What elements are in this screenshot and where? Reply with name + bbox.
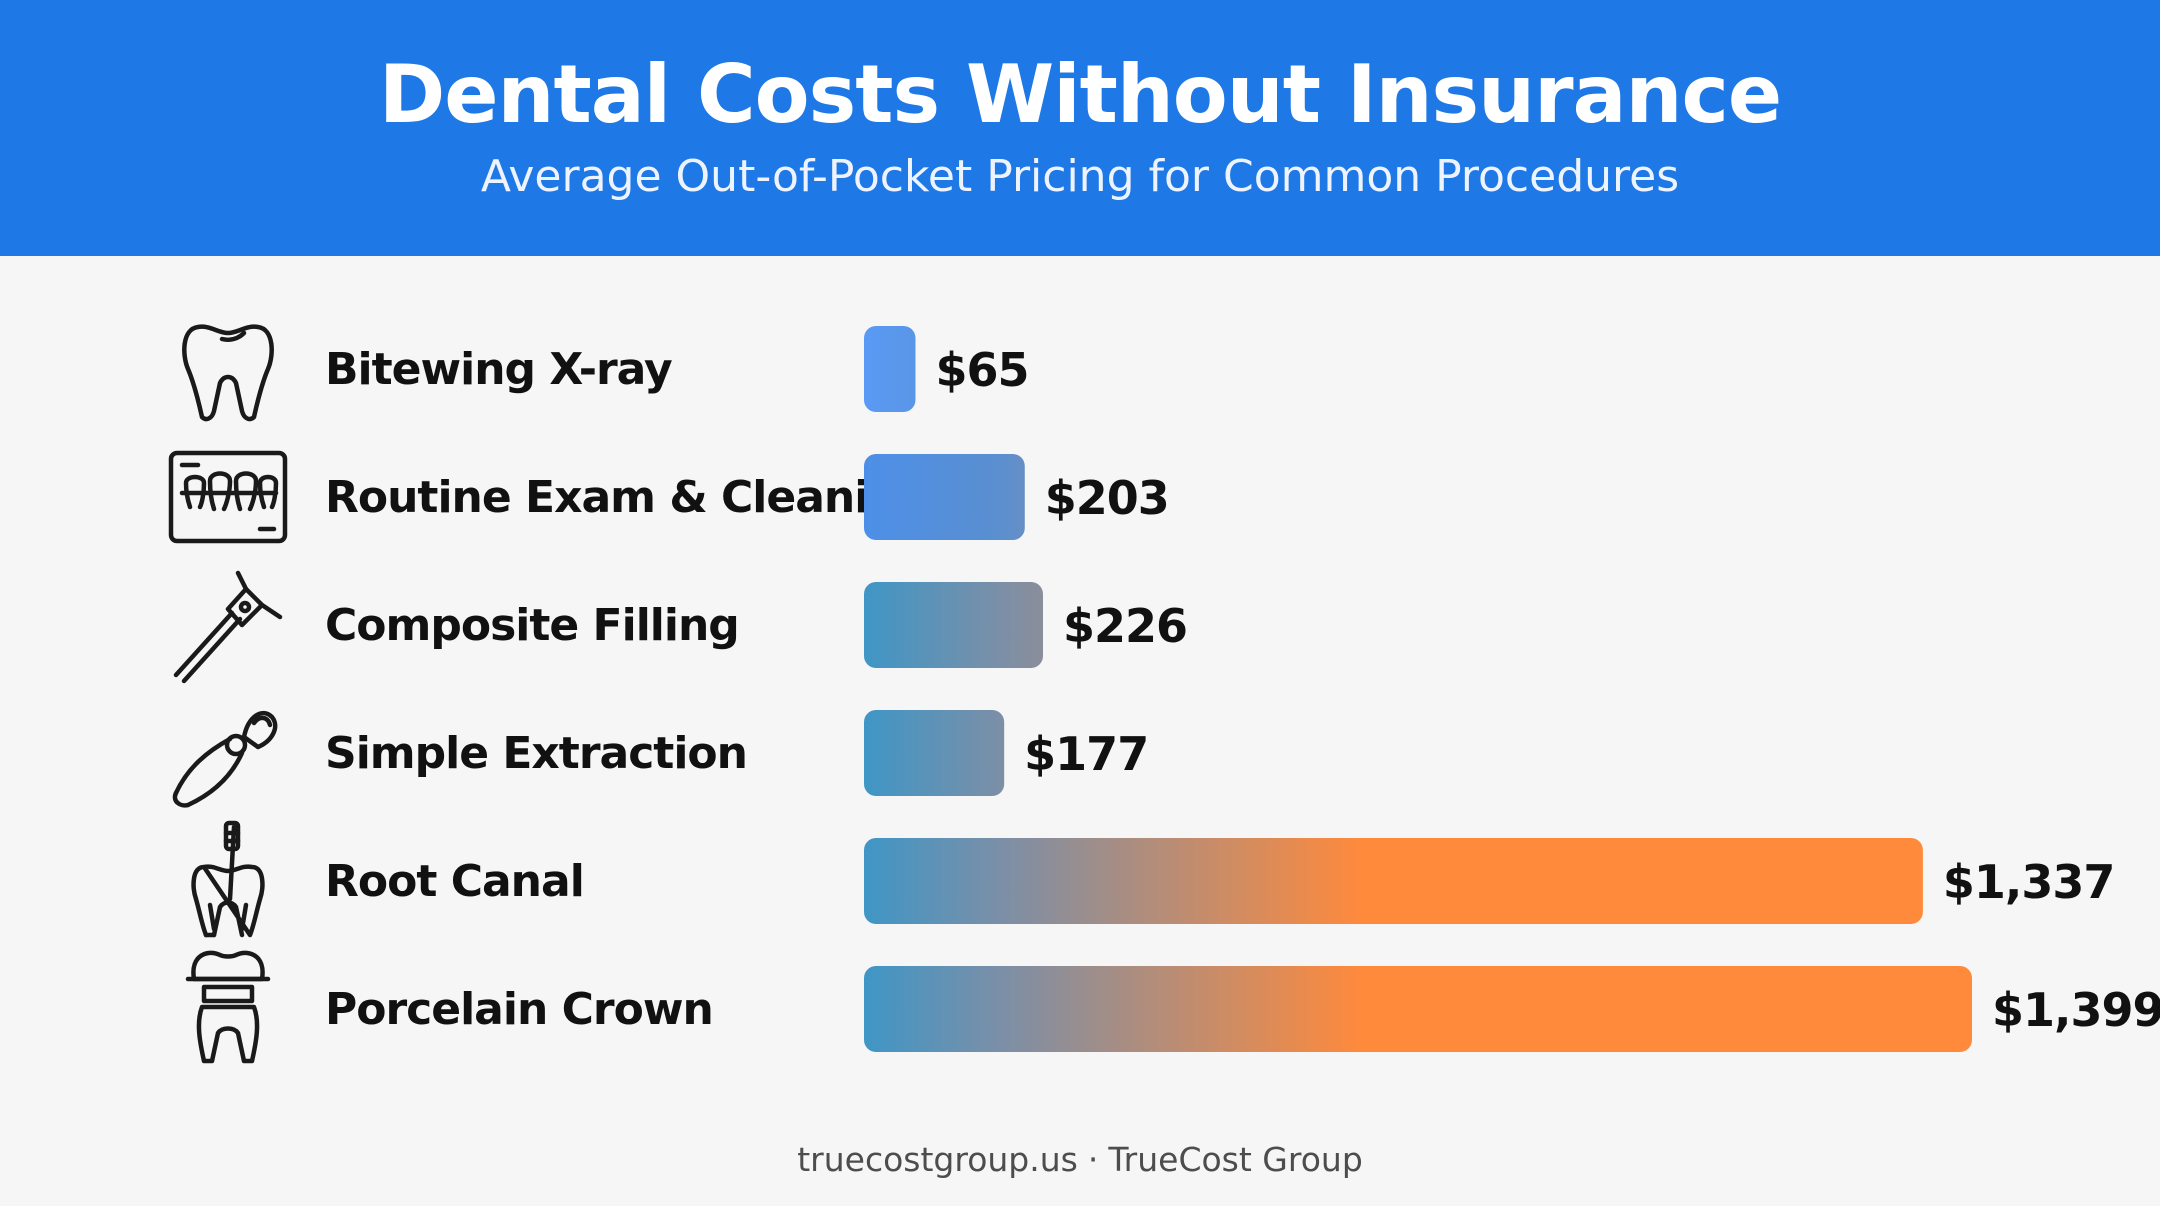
footer-credit: truecostgroup.us · TrueCost Group (0, 1136, 2160, 1184)
header-banner: Dental Costs Without Insurance Average O… (0, 0, 2160, 256)
bar (864, 838, 1923, 924)
category-label: Simple Extraction (325, 728, 747, 779)
crown-icon (185, 950, 271, 1064)
footer-separator: · (1087, 1140, 1099, 1179)
bar (864, 710, 1005, 796)
extraction-forceps-icon (172, 710, 278, 808)
category-label: Porcelain Crown (325, 984, 713, 1035)
footer-brand: TrueCost Group (1108, 1140, 1363, 1179)
value-label: $65 (935, 343, 1028, 397)
value-label: $203 (1045, 471, 1169, 525)
page-subtitle: Average Out-of-Pocket Pricing for Common… (480, 151, 1680, 202)
bar-chart: Bitewing X-ray $65 Routine Exam & Cleaning… (168, 324, 2160, 1064)
bar (864, 326, 916, 412)
category-label: Routine Exam & Cleaning (325, 472, 929, 523)
dental-drill-icon (173, 570, 283, 684)
bar (864, 582, 1043, 668)
footer-site: truecostgroup.us (797, 1140, 1078, 1179)
category-label: Bitewing X-ray (325, 344, 672, 395)
page-title: Dental Costs Without Insurance (378, 48, 1782, 141)
category-label: Root Canal (325, 856, 584, 907)
category-label: Composite Filling (325, 600, 739, 651)
bar (864, 454, 1025, 540)
bar (864, 966, 1972, 1052)
dental-xray-icon (168, 450, 288, 544)
root-canal-icon (191, 820, 265, 938)
value-label: $1,337 (1943, 855, 2115, 909)
value-label: $226 (1063, 599, 1187, 653)
value-label: $1,399 (1992, 983, 2160, 1037)
value-label: $177 (1024, 727, 1148, 781)
tooth-icon (182, 324, 274, 422)
